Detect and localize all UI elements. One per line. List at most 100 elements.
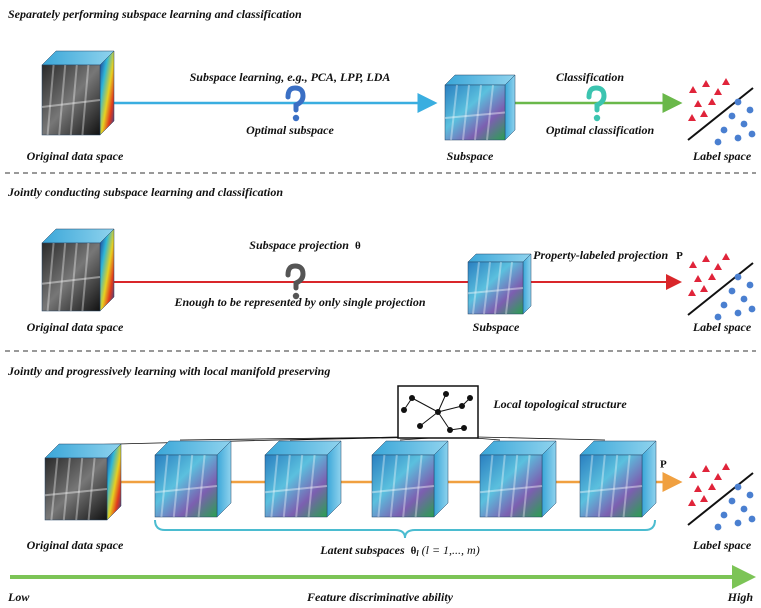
texture xyxy=(270,454,279,518)
decision-line xyxy=(687,262,754,316)
texture xyxy=(610,454,619,518)
target-label: Label space xyxy=(692,538,752,552)
axis-low: Low xyxy=(7,590,30,604)
texture xyxy=(154,485,218,494)
subspace-label: Subspace xyxy=(473,320,520,334)
triangle xyxy=(708,483,716,490)
dot xyxy=(748,515,756,523)
triangle xyxy=(708,273,716,280)
source-label: Original data space xyxy=(27,149,124,163)
triangle xyxy=(714,473,722,480)
step-note: Enough to be represented by only single … xyxy=(173,295,425,309)
triangle xyxy=(714,263,722,270)
texture xyxy=(75,457,84,521)
subscript: l xyxy=(416,549,419,558)
dot xyxy=(746,281,754,289)
texture xyxy=(264,485,328,494)
dot xyxy=(746,491,754,499)
cube-front xyxy=(41,242,101,312)
texture xyxy=(58,242,67,312)
cube xyxy=(264,440,342,518)
texture xyxy=(46,64,55,136)
dot xyxy=(720,126,728,134)
triangle xyxy=(700,285,708,292)
axis-high: High xyxy=(727,590,754,604)
dot xyxy=(734,98,742,106)
label-space xyxy=(687,78,756,146)
cube xyxy=(467,253,532,315)
link xyxy=(179,436,415,441)
symbol: θ xyxy=(411,545,417,557)
texture xyxy=(505,261,513,315)
cube xyxy=(479,440,557,518)
link xyxy=(477,436,606,441)
link xyxy=(77,436,399,446)
texture xyxy=(62,457,71,521)
texture xyxy=(622,454,631,518)
dot xyxy=(740,120,748,128)
dot xyxy=(740,505,748,513)
texture xyxy=(41,276,101,285)
texture xyxy=(474,84,482,141)
cube-front xyxy=(444,84,506,141)
brace xyxy=(154,519,656,539)
symbol: P xyxy=(676,250,683,262)
question-curve xyxy=(586,85,607,113)
cube xyxy=(371,440,449,518)
latent-label: Latent subspaces θl (l = 1,..., m) xyxy=(319,543,479,558)
step-note: Optimal subspace xyxy=(246,123,334,137)
triangle xyxy=(689,86,697,93)
cube-side xyxy=(504,74,516,141)
dot xyxy=(748,305,756,313)
texture xyxy=(50,457,59,521)
triangle xyxy=(688,289,696,296)
question-dot xyxy=(292,114,300,122)
step-label: Classification xyxy=(556,70,624,84)
links xyxy=(77,436,606,446)
panel-title: Separately performing subspace learning … xyxy=(8,7,302,21)
texture xyxy=(467,287,524,295)
cube-side xyxy=(522,253,532,315)
triangle xyxy=(694,275,702,282)
texture xyxy=(597,454,606,518)
texture xyxy=(579,485,643,494)
dot xyxy=(728,287,736,295)
dot xyxy=(714,523,722,531)
dot xyxy=(734,519,742,527)
dot xyxy=(748,130,756,138)
texture xyxy=(46,242,55,312)
triangle xyxy=(722,78,730,85)
triangle xyxy=(688,499,696,506)
texture xyxy=(87,457,96,521)
triangle xyxy=(688,114,696,121)
cube-front xyxy=(154,454,218,518)
label-space xyxy=(687,253,756,321)
triangle xyxy=(708,98,716,105)
texture xyxy=(371,485,435,494)
texture xyxy=(479,485,543,494)
texture xyxy=(483,261,491,315)
texture xyxy=(295,454,304,518)
texture xyxy=(282,454,291,518)
texture xyxy=(58,64,67,136)
step-text: Property-labeled projection xyxy=(533,248,668,262)
symbol: P xyxy=(660,459,667,471)
triangle xyxy=(702,80,710,87)
texture xyxy=(81,64,90,136)
texture xyxy=(414,454,423,518)
cube-top xyxy=(467,253,532,263)
texture xyxy=(585,454,594,518)
texture xyxy=(450,84,458,141)
texture xyxy=(172,454,181,518)
dot xyxy=(728,112,736,120)
texture xyxy=(69,242,78,312)
texture xyxy=(472,261,480,315)
triangle xyxy=(689,261,697,268)
dot xyxy=(720,301,728,309)
cube xyxy=(41,228,115,312)
panel-title: Jointly conducting subspace learning and… xyxy=(7,185,283,199)
step-note: Optimal classification xyxy=(546,123,655,137)
dot xyxy=(728,497,736,505)
cube xyxy=(579,440,657,518)
